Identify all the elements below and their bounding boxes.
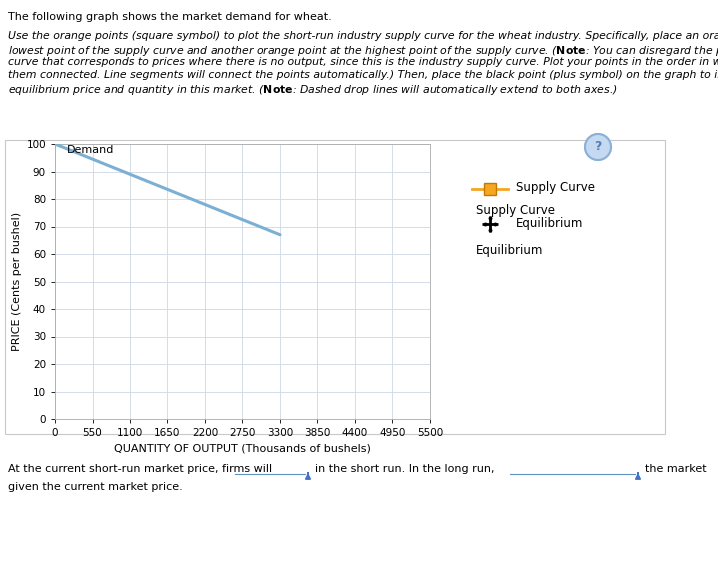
Circle shape <box>585 134 611 160</box>
X-axis label: QUANTITY OF OUTPUT (Thousands of bushels): QUANTITY OF OUTPUT (Thousands of bushels… <box>114 444 371 453</box>
FancyBboxPatch shape <box>5 140 665 434</box>
Text: equilibrium price and quantity in this market. ($\bf{Note}$: Dashed drop lines w: equilibrium price and quantity in this m… <box>8 83 618 97</box>
Text: Demand: Demand <box>67 145 115 156</box>
Text: Use the orange points (square symbol) to plot the short-run industry supply curv: Use the orange points (square symbol) to… <box>8 31 718 41</box>
Y-axis label: PRICE (Cents per bushel): PRICE (Cents per bushel) <box>12 212 22 351</box>
Text: given the current market price.: given the current market price. <box>8 482 183 492</box>
Text: Equilibrium: Equilibrium <box>516 216 583 230</box>
Text: lowest point of the supply curve and another orange point at the highest point o: lowest point of the supply curve and ano… <box>8 44 718 58</box>
Text: in the short run. In the long run,: in the short run. In the long run, <box>315 464 495 474</box>
Text: Supply Curve: Supply Curve <box>476 204 555 217</box>
Text: The following graph shows the market demand for wheat.: The following graph shows the market dem… <box>8 12 332 22</box>
Text: Equilibrium: Equilibrium <box>476 244 544 257</box>
Text: At the current short-run market price, firms will: At the current short-run market price, f… <box>8 464 272 474</box>
Text: them connected. Line segments will connect the points automatically.) Then, plac: them connected. Line segments will conne… <box>8 70 718 80</box>
Text: ?: ? <box>595 141 602 153</box>
Text: the market: the market <box>645 464 707 474</box>
Text: Supply Curve: Supply Curve <box>516 181 595 195</box>
Text: curve that corresponds to prices where there is no output, since this is the ind: curve that corresponds to prices where t… <box>8 57 718 67</box>
